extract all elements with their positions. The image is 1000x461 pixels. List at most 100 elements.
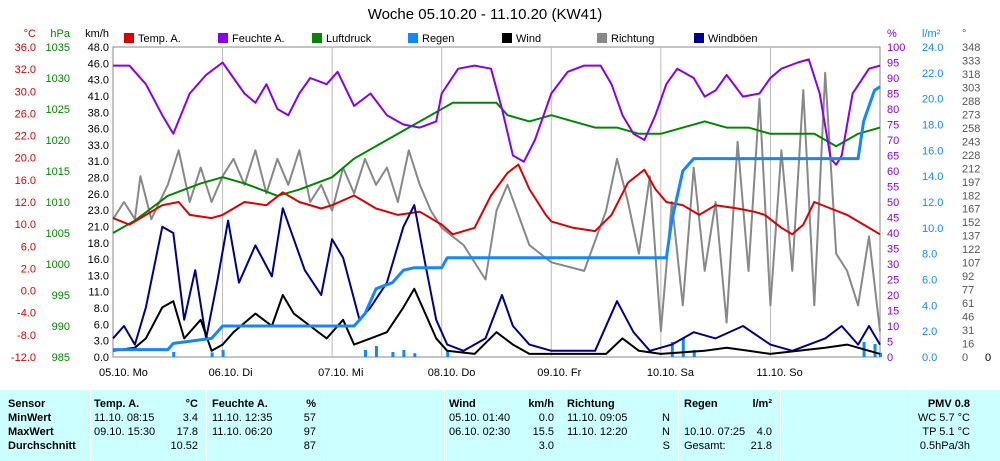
series-lines (112, 58, 881, 355)
wind-axis-tick: 13.0 (88, 270, 109, 282)
series-luftdruck (112, 101, 881, 234)
legend-label-2: Luftdruck (326, 33, 372, 45)
wind-axis-tick: 31.0 (88, 156, 109, 168)
direction-axis-tick: 152 (962, 217, 980, 229)
humidity-axis-tick: 10 (887, 321, 899, 333)
day-label: 08.10. Do (428, 367, 476, 379)
stats-rain-value: 21.8 (750, 440, 772, 452)
humidity-axis-tick: 70 (887, 135, 899, 147)
wind-axis-tick: 41.0 (88, 91, 109, 103)
humidity-axis-tick: 40 (887, 228, 899, 240)
temp-axis-tick: 12.0 (15, 197, 36, 209)
wind-axis-tick: 28.0 (88, 173, 109, 185)
direction-axis-tick: 273 (962, 109, 980, 121)
humidity-axis-tick: 20 (887, 290, 899, 302)
rain-axis-tick: 14.0 (922, 171, 943, 183)
stats-rain-value: 4.0 (756, 426, 772, 438)
direction-axis-tick: 16 (962, 339, 974, 351)
stats-hum-time: 11.10. 12:35 (212, 412, 273, 424)
day-labels: 05.10. Mo 06.10. Di 07.10. Mi 08.10. Do 09.1… (99, 367, 803, 379)
direction-axis-tick: 0 (962, 352, 968, 364)
stats-header-sensor: Sensor (8, 398, 46, 410)
stats-row-label: Durchschnitt (8, 440, 76, 452)
plot-area (112, 46, 881, 358)
rain-bar (374, 346, 378, 357)
wind-axis-tick: 38.0 (88, 107, 109, 119)
wind-axis-tick: 6.0 (94, 319, 109, 331)
rain-bar (446, 350, 450, 357)
stats-hum-value: 87 (303, 440, 316, 452)
pressure-axis-unit: hPa (50, 28, 70, 40)
humidity-axis-tick: 50 (887, 197, 899, 209)
stats-wind-time: 05.10. 01:40 (449, 412, 511, 424)
stats-temp-value: 10.52 (170, 440, 198, 452)
direction-axis-tick: 92 (962, 271, 974, 283)
rain-bar (413, 353, 417, 357)
stats-extra: 0.5hPa/3h (919, 440, 970, 452)
rain-bar (681, 338, 685, 357)
series-feuchte-a- (113, 58, 881, 166)
legend-swatch-6 (694, 33, 704, 43)
pressure-axis-tick: 1000 (46, 259, 70, 271)
legend-label-0: Temp. A. (138, 33, 181, 45)
direction-axis-unit: ° (962, 28, 966, 40)
stats-header-dir: Richtung (567, 398, 615, 410)
wind-axis-tick: 48.0 (88, 42, 109, 54)
stats-header-temp: Temp. A. (94, 398, 140, 410)
direction-axis-tick: 46 (962, 312, 974, 324)
stats-extra: WC 5.7 °C (917, 412, 970, 424)
stats-header-temp-unit: °C (185, 398, 198, 410)
wind-axis-tick: 21.0 (88, 221, 109, 233)
temp-axis-tick: 16.0 (15, 175, 36, 187)
pressure-axis-tick: 1015 (46, 166, 70, 178)
stats-header-rain: Regen (684, 398, 718, 410)
stats-wind-time: 06.10. 02:30 (449, 426, 511, 438)
stats-header-wind: Wind (449, 398, 476, 410)
humidity-axis-tick: 35 (887, 244, 899, 256)
chart-title: Woche 05.10.20 - 11.10.20 (KW41) (368, 6, 603, 23)
wind-axis-tick: 18.0 (88, 238, 109, 250)
legend-label-4: Wind (516, 33, 541, 45)
direction-axis-tick: 77 (962, 285, 974, 297)
rain-bar (873, 344, 877, 357)
rain-axis-tick: 16.0 (922, 145, 943, 157)
series-windböen (112, 204, 881, 352)
day-label: 09.10. Fr (537, 367, 581, 379)
stats-dir-time: 11.10. 12:20 (567, 426, 628, 438)
humidity-axis-tick: 85 (887, 89, 899, 101)
direction-axis-tick: 212 (962, 163, 980, 175)
wind-axis-tick: 16.0 (88, 254, 109, 266)
day-label: 07.10. Mi (318, 367, 363, 379)
axes: °C 36.0 32.0 30.0 26.0 22.0 20.0 16.0 12.0 10.0 6.… (11, 28, 991, 364)
wind-axis-tick: 3.0 (94, 336, 109, 348)
stats-temp-time: 09.10. 15:30 (94, 426, 156, 438)
legend-swatch-0 (124, 33, 134, 43)
pressure-axis-tick: 985 (52, 352, 70, 364)
stats-dir-value: S (662, 440, 670, 452)
temp-axis-tick: -8.0 (17, 330, 36, 342)
stats-hum-time: 11.10. 06:20 (212, 426, 273, 438)
direction-axis-tick: 303 (962, 82, 980, 94)
rain-axis-tick: 4.0 (922, 300, 937, 312)
wind-axis-tick: 26.0 (88, 189, 109, 201)
rain-axis-tick: 0.0 (922, 352, 937, 364)
direction-axis-tick: 348 (962, 42, 980, 54)
humidity-axis-tick: 90 (887, 73, 899, 85)
stats-dir-value: N (662, 426, 670, 438)
stats-temp-value: 3.4 (182, 412, 198, 424)
direction-axis-tick: 197 (962, 177, 980, 189)
rain-axis-tick: 24.0 (922, 42, 943, 54)
rain-axis-tick: 10.0 (922, 223, 943, 235)
stats-header-rain-unit: l/m² (752, 398, 772, 410)
stats-dir-value: N (662, 412, 670, 424)
rain-axis-tick: 22.0 (922, 68, 943, 80)
rain-axis-tick: 20.0 (922, 94, 943, 106)
stats-hum-value: 97 (303, 426, 316, 438)
temp-axis-tick: 22.0 (15, 131, 36, 143)
direction-axis-tick: 107 (962, 258, 980, 270)
rain-bar (172, 352, 176, 357)
rain-bar (879, 352, 882, 357)
legend-label-5: Richtung (611, 33, 654, 45)
rain-axis-tick: 18.0 (922, 120, 943, 132)
direction-axis-tick: 288 (962, 96, 980, 108)
